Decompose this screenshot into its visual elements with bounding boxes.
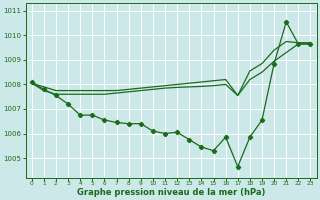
X-axis label: Graphe pression niveau de la mer (hPa): Graphe pression niveau de la mer (hPa) bbox=[77, 188, 265, 197]
